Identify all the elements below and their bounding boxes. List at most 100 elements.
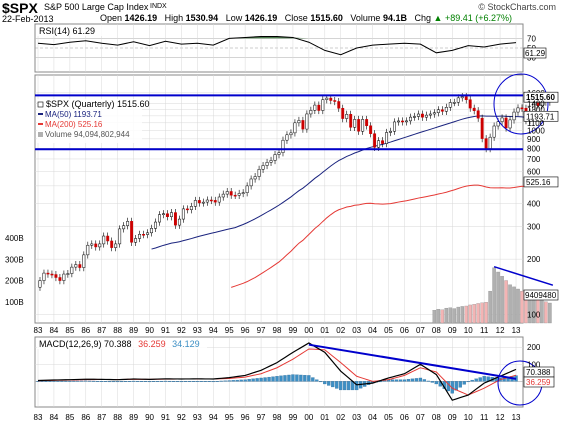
histogram-bar bbox=[92, 381, 95, 382]
candle-down bbox=[234, 195, 236, 196]
histogram-bar bbox=[471, 380, 474, 381]
candle-up bbox=[361, 119, 363, 131]
histogram-bar bbox=[188, 381, 191, 382]
histogram-bar bbox=[116, 381, 119, 382]
histogram-bar bbox=[283, 375, 286, 381]
candle-down bbox=[342, 108, 344, 118]
price-tick-label: 800 bbox=[527, 144, 541, 153]
price-legend-ma200: MA(200) 525.16 bbox=[45, 120, 103, 129]
histogram-bar bbox=[427, 381, 430, 382]
candle-down bbox=[130, 221, 132, 242]
x-tick-label: 06 bbox=[400, 413, 409, 422]
candle-up bbox=[417, 114, 419, 116]
volume-bar bbox=[493, 268, 496, 323]
candle-up bbox=[99, 244, 101, 247]
change-value: ▲ +89.41 (+6.27%) bbox=[434, 13, 513, 23]
x-tick-label: 93 bbox=[193, 326, 202, 335]
histogram-bar bbox=[403, 380, 406, 382]
volume-tick-label: 300B bbox=[5, 255, 24, 264]
candle-up bbox=[517, 108, 519, 112]
volume-bar bbox=[469, 305, 472, 323]
x-tick-label: 89 bbox=[129, 413, 138, 422]
candle-up bbox=[250, 179, 252, 186]
histogram-bar bbox=[172, 381, 175, 382]
x-tick-label: 10 bbox=[464, 413, 473, 422]
volume-bar bbox=[516, 289, 519, 323]
histogram-bar bbox=[399, 380, 402, 382]
candle-up bbox=[389, 131, 391, 132]
volume-bar bbox=[485, 302, 488, 323]
candle-down bbox=[381, 141, 383, 144]
change-label: Chg bbox=[414, 13, 431, 23]
candle-up bbox=[226, 191, 228, 194]
histogram-bar bbox=[228, 381, 231, 382]
histogram-bar bbox=[276, 376, 279, 381]
x-tick-label: 93 bbox=[193, 413, 202, 422]
macd-axis: 200100070.38836.259 bbox=[524, 343, 554, 387]
candle-down bbox=[318, 105, 320, 110]
price-tick-label: 600 bbox=[527, 167, 541, 176]
histogram-bar bbox=[96, 381, 99, 382]
volume-bar bbox=[540, 301, 543, 323]
candle-up bbox=[298, 120, 300, 122]
candle-down bbox=[465, 97, 467, 100]
candle-up bbox=[493, 126, 495, 137]
histogram-bar bbox=[299, 375, 302, 381]
histogram-bar bbox=[148, 381, 151, 382]
candle-up bbox=[393, 122, 395, 131]
histogram-bar bbox=[407, 379, 410, 381]
x-tick-label: 86 bbox=[81, 413, 90, 422]
x-tick-label: 99 bbox=[288, 326, 297, 335]
x-tick-label: 85 bbox=[65, 326, 74, 335]
candle-up bbox=[258, 169, 260, 176]
x-tick-label: 85 bbox=[65, 413, 74, 422]
candle-down bbox=[107, 236, 109, 241]
rsi-panel: 705030 RSI(14) 61.29 61.29 bbox=[35, 24, 546, 72]
volume-bar bbox=[437, 309, 440, 323]
histogram-bar bbox=[423, 379, 426, 381]
candle-up bbox=[202, 202, 204, 203]
volume-bar bbox=[441, 310, 444, 323]
histogram-bar bbox=[244, 380, 247, 382]
candle-up bbox=[509, 120, 511, 128]
candle-up bbox=[194, 200, 196, 206]
x-tick-label: 12 bbox=[496, 326, 505, 335]
x-tick-label: 10 bbox=[464, 326, 473, 335]
histogram-bar bbox=[72, 381, 75, 382]
low-value: 1426.19 bbox=[245, 13, 278, 23]
histogram-bar bbox=[176, 381, 179, 382]
candle-up bbox=[146, 233, 148, 235]
x-tick-label: 96 bbox=[241, 413, 250, 422]
histogram-bar bbox=[268, 377, 271, 381]
open-label: Open bbox=[100, 13, 122, 23]
x-tick-label: 94 bbox=[209, 413, 218, 422]
candle-up bbox=[501, 118, 503, 122]
histogram-bar bbox=[459, 381, 462, 387]
histogram-bar bbox=[279, 376, 282, 382]
price-legend-swatch-candle bbox=[38, 102, 43, 107]
x-tick-label: 91 bbox=[161, 326, 170, 335]
candle-up bbox=[138, 234, 140, 238]
histogram-bar bbox=[319, 381, 322, 382]
histogram-bar bbox=[256, 378, 259, 381]
histogram-bar bbox=[120, 381, 123, 382]
volume-bar bbox=[457, 307, 460, 323]
candle-down bbox=[401, 121, 403, 122]
candle-up bbox=[254, 177, 256, 179]
x-axis-macd: 83 84 85 86 87 88 89 90 91 92 93 94 95 96 97 98 99 00 01 02… bbox=[34, 413, 521, 422]
histogram-bar bbox=[311, 378, 314, 382]
histogram-bar bbox=[88, 381, 91, 382]
macd-legend-main: MACD(12,26,9) 70.388 bbox=[39, 339, 132, 349]
x-tick-label: 99 bbox=[288, 413, 297, 422]
histogram-bar bbox=[435, 381, 438, 384]
candle-down bbox=[51, 274, 53, 275]
copyright-label[interactable]: © StockCharts.com bbox=[478, 2, 556, 12]
candle-down bbox=[330, 98, 332, 100]
histogram-bar bbox=[104, 381, 107, 382]
price-tick-label: 300 bbox=[527, 223, 541, 232]
high-value: 1530.94 bbox=[186, 13, 219, 23]
candle-down bbox=[210, 200, 212, 201]
x-tick-label: 06 bbox=[400, 326, 409, 335]
candle-up bbox=[270, 160, 272, 162]
x-tick-label: 09 bbox=[448, 413, 457, 422]
